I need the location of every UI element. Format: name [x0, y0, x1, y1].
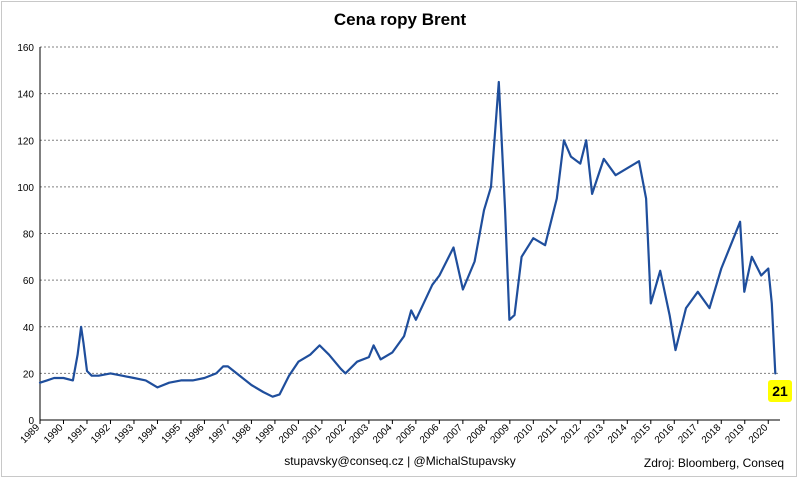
x-tick-label-1995: 1995 [160, 422, 184, 446]
x-tick-label-1993: 1993 [113, 422, 137, 446]
x-tick-label-2020: 2020 [747, 422, 771, 446]
x-tick-label-1991: 1991 [66, 422, 90, 446]
x-tick-label-2003: 2003 [347, 422, 371, 446]
x-tick-label-1998: 1998 [230, 422, 254, 446]
x-tick-label-2005: 2005 [394, 422, 418, 446]
x-tick-label-2002: 2002 [324, 422, 348, 446]
x-tick-label-2000: 2000 [277, 422, 301, 446]
x-tick-label-2001: 2001 [301, 422, 325, 446]
x-tick-label-2014: 2014 [606, 422, 630, 446]
x-tick-label-1996: 1996 [183, 422, 207, 446]
footer-contact: stupavsky@conseq.cz | @MichalStupavsky [284, 454, 516, 468]
footer-source: Zdroj: Bloomberg, Conseq [643, 456, 784, 470]
x-tick-label-1994: 1994 [136, 422, 160, 446]
x-tick-label-2008: 2008 [465, 422, 489, 446]
y-tick-label-120: 120 [17, 136, 34, 147]
x-tick-label-1992: 1992 [89, 422, 113, 446]
y-tick-label-0: 0 [28, 416, 34, 427]
x-tick-label-2015: 2015 [629, 422, 653, 446]
x-tick-label-2012: 2012 [559, 422, 583, 446]
last-value-badge: 21 [768, 380, 792, 402]
y-tick-label-60: 60 [23, 276, 35, 287]
x-tick-label-2006: 2006 [418, 422, 442, 446]
x-tick-label-2010: 2010 [512, 422, 536, 446]
y-tick-label-160: 160 [17, 43, 34, 54]
x-tick-label-2004: 2004 [371, 422, 395, 446]
x-tick-label-2019: 2019 [723, 422, 747, 446]
y-tick-label-80: 80 [23, 230, 35, 241]
y-tick-label-100: 100 [17, 183, 34, 194]
series-line-0 [38, 80, 777, 398]
y-tick-label-40: 40 [23, 323, 35, 334]
chart-title: Cena ropy Brent [333, 10, 467, 29]
y-tick-label-20: 20 [23, 369, 35, 380]
x-tick-label-2009: 2009 [488, 422, 512, 446]
x-tick-label-2016: 2016 [653, 422, 677, 446]
x-tick-label-2007: 2007 [441, 422, 465, 446]
x-tick-label-1989: 1989 [19, 422, 43, 446]
x-tick-label-2013: 2013 [582, 422, 606, 446]
x-tick-label-1997: 1997 [207, 422, 231, 446]
x-tick-label-1990: 1990 [42, 422, 66, 446]
y-tick-label-140: 140 [17, 90, 34, 101]
x-tick-label-2011: 2011 [536, 422, 559, 445]
x-tick-label-2017: 2017 [676, 422, 700, 446]
x-tick-label-1999: 1999 [254, 422, 278, 446]
x-tick-label-2018: 2018 [700, 422, 724, 446]
